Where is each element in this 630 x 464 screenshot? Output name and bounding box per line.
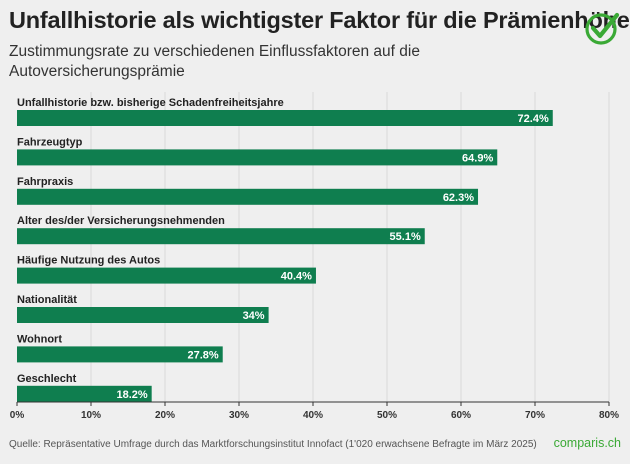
bar xyxy=(17,188,479,205)
source-note: Quelle: Repräsentative Umfrage durch das… xyxy=(9,439,537,450)
x-tick-label: 40% xyxy=(303,410,323,421)
value-label: 55.1% xyxy=(390,231,421,243)
category-label: Alter des/der Versicherungsnehmenden xyxy=(17,215,225,227)
value-label: 18.2% xyxy=(116,389,147,401)
category-label: Nationalität xyxy=(17,294,77,306)
category-label: Wohnort xyxy=(17,333,62,345)
value-label: 40.4% xyxy=(281,271,312,283)
checkmark-circle-icon xyxy=(585,12,620,45)
value-label: 72.4% xyxy=(518,113,549,125)
bar xyxy=(17,385,152,402)
x-tick-label: 10% xyxy=(81,410,101,421)
category-label: Geschlecht xyxy=(17,373,77,385)
brand-logo: comparis.ch xyxy=(553,436,621,450)
bar xyxy=(17,228,425,245)
bar xyxy=(17,307,269,323)
value-label: 64.9% xyxy=(462,152,493,164)
x-tick-label: 80% xyxy=(599,410,619,421)
bar xyxy=(17,110,553,126)
category-label: Unfallhistorie bzw. bisherige Schadenfre… xyxy=(17,97,284,109)
bar xyxy=(17,267,316,284)
x-tick-label: 30% xyxy=(229,410,249,421)
bar xyxy=(17,346,223,363)
bar xyxy=(17,149,498,166)
category-label: Fahrzeugtyp xyxy=(17,136,83,148)
x-tick-label: 50% xyxy=(377,410,397,421)
value-label: 62.3% xyxy=(443,192,474,204)
x-tick-label: 20% xyxy=(155,410,175,421)
x-tick-label: 0% xyxy=(10,410,25,421)
x-tick-label: 70% xyxy=(525,410,545,421)
value-label: 27.8% xyxy=(188,349,219,361)
chart-subtitle: Zustimmungsrate zu verschiedenen Einflus… xyxy=(9,43,420,80)
bar-chart: Unfallhistorie bzw. bisherige Schadenfre… xyxy=(10,92,619,421)
category-label: Häufige Nutzung des Autos xyxy=(17,255,160,267)
category-label: Fahrpraxis xyxy=(17,176,73,188)
x-tick-label: 60% xyxy=(451,410,471,421)
value-label: 34% xyxy=(243,310,265,322)
chart-title: Unfallhistorie als wichtigster Faktor fü… xyxy=(9,7,630,33)
